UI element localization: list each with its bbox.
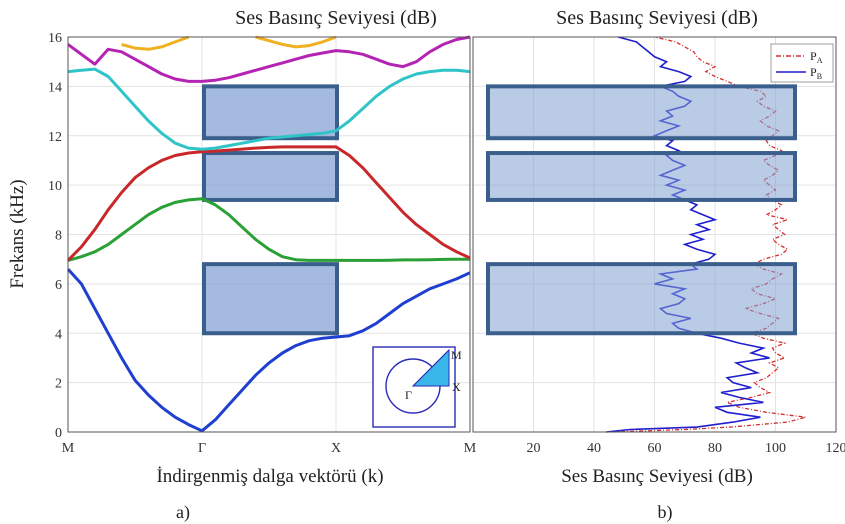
panel-a-series-line <box>67 67 471 151</box>
panel-a-ytick-label: 8 <box>55 229 62 244</box>
panel-b-title: Ses Basınç Seviyesi (dB) <box>556 7 758 29</box>
panel-a-xtick-label: X <box>331 441 341 456</box>
panel-a-ytick-label: 0 <box>55 426 62 441</box>
inset-label-gamma: Γ <box>405 388 412 402</box>
panel-a-ytick-label: 2 <box>55 377 62 392</box>
legend-pa-main: P <box>810 49 817 63</box>
panel-a-xtick-label: M <box>464 441 477 456</box>
panel-a-series-line <box>67 197 470 262</box>
panel-a-series-line <box>67 35 471 83</box>
panel-a-ytick-label: 12 <box>48 130 62 145</box>
panel-b-bands <box>486 84 797 336</box>
panel-b-xtick-label: 40 <box>587 441 601 456</box>
panel-a-ylabel: Frekans (kHz) <box>7 179 28 288</box>
panel-b-frame <box>472 36 837 433</box>
panel-a-series <box>66 35 471 433</box>
panel-b-xlabel: Ses Basınç Seviyesi (dB) <box>561 466 753 487</box>
legend-pb-label: PB <box>810 65 822 81</box>
legend-pa-sub: A <box>817 56 823 65</box>
panel-a-ytick-label: 14 <box>48 80 62 95</box>
inset-label-x: X <box>452 380 461 394</box>
panel-b-band-gap <box>486 84 797 141</box>
legend-box <box>770 43 834 83</box>
legend-pb-sub: B <box>817 72 822 81</box>
panel-b-xtick-label: 100 <box>765 441 786 456</box>
legend-pb-main: P <box>810 65 817 79</box>
panel-a-ytick-label: 16 <box>48 31 62 46</box>
panel-a-frame <box>67 36 471 433</box>
brillouin-zone-inset: M X Γ <box>372 346 462 428</box>
panel-a-xtick-label: Γ <box>198 441 206 456</box>
panel-a-series-line <box>66 268 471 433</box>
panel-a-chart: Ses Basınç Seviyesi (dB) 0 2 4 6 8 10 12 14 16 M… <box>7 7 477 523</box>
panel-b-band-gap <box>486 262 797 336</box>
inset-label-m: M <box>451 348 462 362</box>
panel-a-band-gap <box>202 262 339 336</box>
panel-a-label: a) <box>176 502 190 523</box>
panel-a-xlabel: İndirgenmiş dalga vektörü (k) <box>156 466 383 487</box>
panel-a-band-gap <box>202 84 339 141</box>
panel-a-series-line <box>121 35 337 51</box>
panel-b-xtick-label: 60 <box>648 441 662 456</box>
panel-a-bands <box>202 84 339 336</box>
panel-b-xtick-label: 120 <box>826 441 845 456</box>
panel-b-xtick-label: 80 <box>708 441 722 456</box>
panel-a-y-ticks: 0 2 4 6 8 10 12 14 16 <box>48 31 62 441</box>
panel-a-ytick-label: 10 <box>48 179 62 194</box>
panel-a-ytick-label: 4 <box>55 327 62 342</box>
legend-pa-label: PA <box>810 49 823 65</box>
panel-a-band-gap <box>202 151 339 202</box>
panel-b-chart: Ses Basınç Seviyesi (dB) 20 40 60 80 100 120 … <box>472 7 845 523</box>
panel-b-x-ticks: 20 40 60 80 100 120 <box>527 441 845 456</box>
inset-diagonal <box>412 349 450 387</box>
panel-b-legend: PA PB <box>770 43 834 83</box>
panel-a-title: Ses Basınç Seviyesi (dB) <box>235 7 437 29</box>
panel-a-xtick-label: M <box>62 441 75 456</box>
panel-a-series-line <box>66 145 471 262</box>
panel-b-label: b) <box>658 502 673 523</box>
panel-b-band-gap <box>486 151 797 202</box>
panel-a-ytick-label: 6 <box>55 278 62 293</box>
panel-b-xtick-label: 20 <box>527 441 541 456</box>
